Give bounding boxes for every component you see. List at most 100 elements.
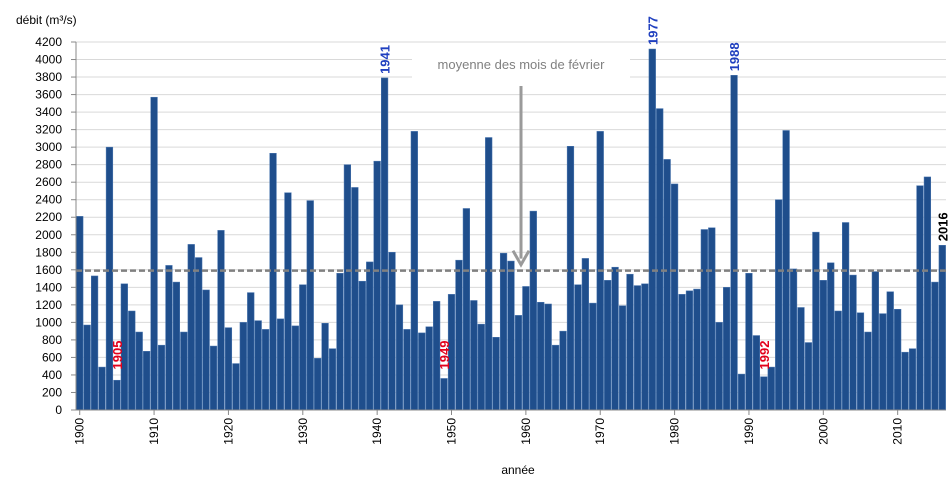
bar: [403, 329, 411, 411]
bar: [871, 271, 879, 411]
bar: [143, 351, 151, 411]
bar: [723, 287, 731, 411]
bar: [202, 289, 210, 411]
mean-label-box: [412, 50, 630, 78]
bar: [864, 331, 872, 411]
y-tick-label: 800: [42, 333, 62, 347]
bar: [566, 146, 575, 411]
bar: [291, 325, 299, 411]
bar: [633, 285, 642, 411]
annotation: 1988: [727, 42, 742, 71]
x-tick-label: 1920: [221, 418, 235, 445]
bar: [685, 290, 694, 411]
bar: [105, 146, 114, 411]
y-tick-label: 400: [42, 368, 62, 382]
bar: [172, 281, 180, 411]
x-tick-label: 1900: [73, 418, 87, 445]
bar: [737, 373, 746, 411]
bar: [856, 312, 865, 411]
bar: [113, 379, 121, 411]
bar: [477, 323, 485, 411]
bar: [373, 160, 381, 411]
bar: [284, 192, 292, 411]
bar: [789, 268, 798, 411]
x-tick-label: 1970: [593, 418, 607, 445]
bar: [648, 48, 656, 411]
bar: [797, 307, 805, 411]
y-tick-label: 2000: [35, 228, 62, 242]
bar: [418, 332, 426, 411]
bar: [641, 283, 649, 411]
bar: [492, 337, 500, 411]
bar: [247, 292, 255, 411]
x-tick-label: 2010: [891, 418, 905, 445]
bar: [886, 291, 894, 411]
x-axis-title: année: [501, 463, 535, 477]
y-tick-label: 2400: [35, 193, 62, 207]
y-tick-label: 2600: [35, 175, 62, 189]
bar: [611, 266, 619, 411]
bar: [83, 324, 91, 411]
bar: [894, 308, 902, 411]
x-tick-label: 1960: [519, 418, 533, 445]
bar: [745, 273, 753, 411]
x-tick-label: 1940: [370, 418, 384, 445]
bar: [908, 348, 917, 411]
y-tick-label: 1800: [35, 245, 62, 259]
bar: [715, 322, 723, 411]
annotation: 2016: [935, 212, 948, 241]
bar: [589, 302, 597, 411]
bar: [232, 363, 240, 411]
bar: [299, 284, 307, 411]
bar: [358, 280, 366, 411]
bar: [901, 351, 909, 411]
bar: [760, 376, 768, 411]
y-tick-label: 3800: [35, 70, 62, 84]
y-tick-label: 3200: [35, 123, 62, 137]
x-tick-label: 1910: [147, 418, 161, 445]
bar: [336, 273, 344, 411]
annotation: 1992: [757, 341, 772, 370]
y-tick-label: 3000: [35, 140, 62, 154]
bar: [209, 345, 218, 411]
bar: [388, 252, 396, 411]
y-tick-label: 600: [42, 350, 62, 364]
y-tick-label: 1400: [35, 280, 62, 294]
bar: [544, 303, 552, 411]
y-tick-label: 1000: [35, 315, 62, 329]
bar: [380, 77, 389, 411]
bar: [262, 329, 270, 411]
bar: [351, 187, 359, 411]
bar: [165, 265, 173, 411]
bar: [462, 208, 470, 411]
bar: [730, 75, 738, 411]
annotation: 1941: [378, 45, 393, 74]
bar: [343, 164, 352, 411]
bar: [195, 257, 203, 411]
y-tick-label: 0: [55, 403, 62, 417]
bar: [306, 200, 314, 411]
bar: [834, 310, 842, 411]
y-axis-title: débit (m³/s): [16, 13, 77, 27]
bar: [931, 281, 939, 411]
bar: [507, 260, 515, 411]
bar: [767, 366, 775, 411]
bar: [879, 313, 887, 411]
y-tick-label: 3400: [35, 105, 62, 119]
bar: [499, 252, 508, 411]
bar: [135, 331, 143, 411]
y-tick-label: 3600: [35, 88, 62, 102]
bar: [559, 330, 567, 411]
bar: [269, 153, 277, 411]
x-tick-label: 1990: [742, 418, 756, 445]
bar: [254, 320, 262, 411]
y-tick-label: 1200: [35, 298, 62, 312]
x-tick-label: 2000: [816, 418, 830, 445]
bar: [98, 366, 106, 411]
bar: [656, 108, 664, 411]
bar: [366, 261, 374, 411]
bar: [425, 326, 433, 411]
bar: [128, 310, 136, 411]
